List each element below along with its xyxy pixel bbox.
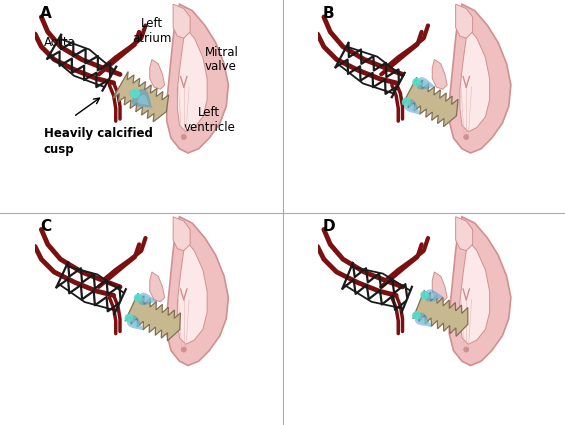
Polygon shape — [112, 71, 169, 122]
Polygon shape — [460, 26, 490, 132]
Polygon shape — [420, 317, 429, 325]
Circle shape — [131, 89, 140, 98]
Polygon shape — [150, 272, 164, 302]
Polygon shape — [432, 60, 447, 89]
Circle shape — [181, 134, 186, 140]
Polygon shape — [402, 77, 458, 127]
Polygon shape — [143, 296, 154, 303]
Circle shape — [134, 295, 142, 302]
Text: Heavily calcified
cusp: Heavily calcified cusp — [44, 128, 153, 156]
Polygon shape — [173, 4, 190, 38]
Polygon shape — [449, 4, 511, 153]
Polygon shape — [413, 290, 468, 336]
Text: A: A — [40, 6, 52, 21]
Circle shape — [413, 79, 420, 86]
Circle shape — [413, 312, 420, 319]
Text: C: C — [40, 219, 51, 234]
Polygon shape — [404, 99, 421, 116]
Polygon shape — [173, 217, 190, 251]
Polygon shape — [167, 4, 228, 153]
Text: Mitral
valve: Mitral valve — [205, 45, 239, 74]
Polygon shape — [455, 4, 473, 38]
Polygon shape — [167, 217, 228, 366]
Polygon shape — [138, 95, 149, 105]
Polygon shape — [429, 293, 441, 299]
Polygon shape — [425, 289, 445, 302]
Polygon shape — [127, 315, 144, 331]
Polygon shape — [416, 77, 436, 90]
Polygon shape — [132, 320, 141, 328]
Polygon shape — [449, 217, 511, 366]
Polygon shape — [421, 81, 432, 87]
Polygon shape — [455, 217, 473, 251]
Polygon shape — [432, 272, 447, 302]
Circle shape — [403, 98, 410, 105]
Text: B: B — [323, 6, 334, 21]
Text: D: D — [323, 219, 336, 234]
Polygon shape — [125, 293, 180, 341]
Polygon shape — [415, 312, 433, 328]
Text: Aorta: Aorta — [44, 36, 75, 49]
Polygon shape — [138, 293, 158, 305]
Polygon shape — [460, 238, 490, 344]
Polygon shape — [177, 26, 207, 132]
Circle shape — [464, 134, 469, 140]
Polygon shape — [150, 60, 164, 89]
Text: Left
atrium: Left atrium — [132, 17, 172, 45]
Circle shape — [421, 292, 428, 299]
Circle shape — [464, 347, 469, 352]
Polygon shape — [132, 89, 153, 108]
Circle shape — [181, 347, 186, 352]
Polygon shape — [177, 238, 207, 344]
Circle shape — [125, 314, 132, 322]
Circle shape — [130, 91, 136, 97]
Text: Left
ventricle: Left ventricle — [183, 106, 235, 134]
Polygon shape — [408, 104, 418, 113]
